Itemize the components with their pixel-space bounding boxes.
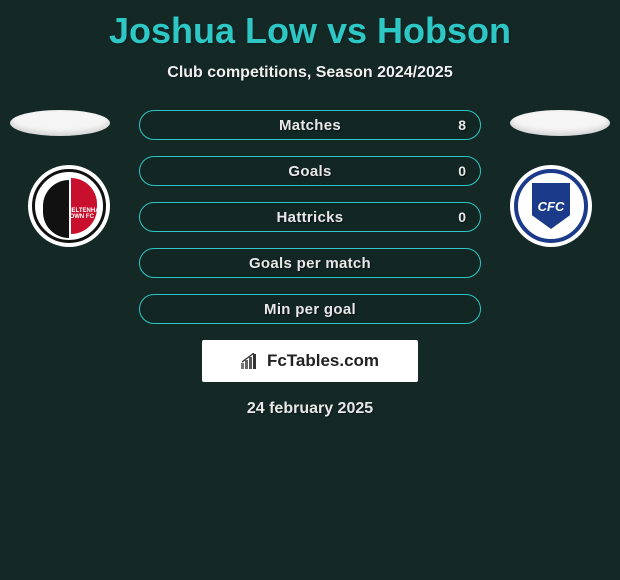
stat-row-goals-per-match: Goals per match bbox=[139, 248, 481, 278]
stat-label: Goals per match bbox=[249, 255, 371, 272]
chesterfield-crest-icon: CFC bbox=[514, 169, 588, 243]
stat-row-matches: Matches 8 bbox=[139, 110, 481, 140]
stats-table: Matches 8 Goals 0 Hattricks 0 Goals per … bbox=[139, 110, 481, 324]
bar-chart-icon bbox=[241, 353, 261, 369]
player-left-oval bbox=[10, 110, 110, 136]
stat-label: Min per goal bbox=[264, 301, 356, 318]
branding-text: FcTables.com bbox=[267, 351, 379, 371]
stat-label: Matches bbox=[279, 117, 341, 134]
page-title: Joshua Low vs Hobson bbox=[0, 0, 620, 52]
cheltenham-crest-icon: CHELTENHAMTOWN FC bbox=[32, 169, 106, 243]
club-badge-left: CHELTENHAMTOWN FC bbox=[28, 165, 110, 247]
player-right-oval bbox=[510, 110, 610, 136]
stat-label: Goals bbox=[288, 163, 331, 180]
stat-right-value: 8 bbox=[458, 117, 466, 133]
crest-shield-icon: CFC bbox=[532, 183, 570, 229]
branding-badge: FcTables.com bbox=[202, 340, 418, 382]
comparison-layout: CHELTENHAMTOWN FC CFC Matches 8 Goals 0 … bbox=[0, 110, 620, 418]
stat-row-min-per-goal: Min per goal bbox=[139, 294, 481, 324]
stat-label: Hattricks bbox=[277, 209, 344, 226]
stat-row-hattricks: Hattricks 0 bbox=[139, 202, 481, 232]
stat-row-goals: Goals 0 bbox=[139, 156, 481, 186]
stat-right-value: 0 bbox=[458, 209, 466, 225]
club-badge-right: CFC bbox=[510, 165, 592, 247]
stat-right-value: 0 bbox=[458, 163, 466, 179]
date-text: 24 february 2025 bbox=[0, 400, 620, 418]
subtitle: Club competitions, Season 2024/2025 bbox=[0, 64, 620, 82]
